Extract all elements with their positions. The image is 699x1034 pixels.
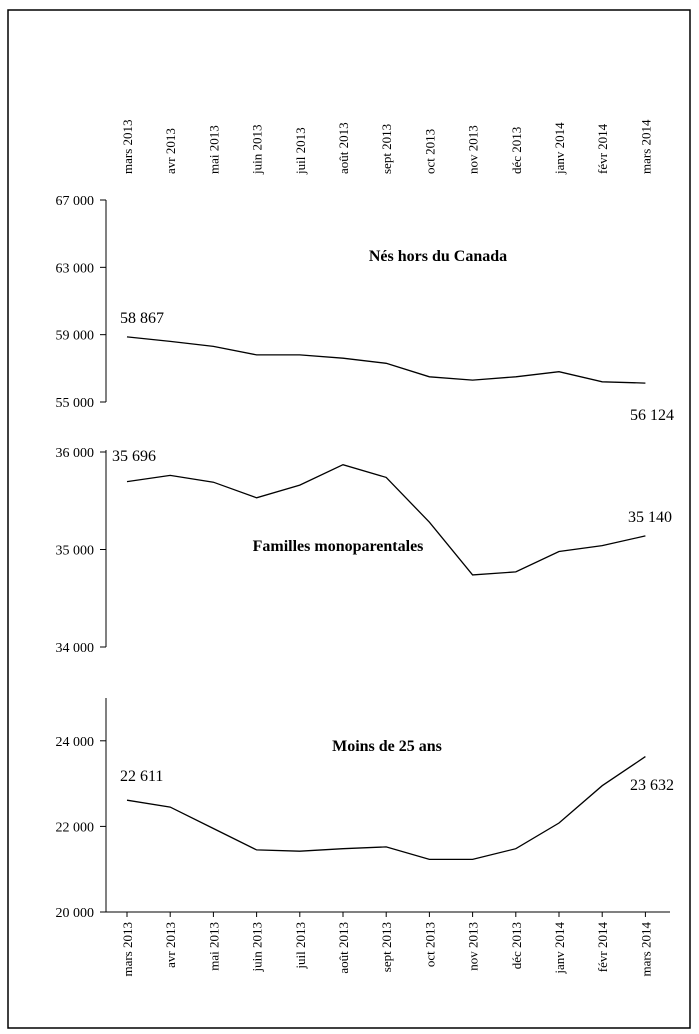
month-label: nov 2013 (466, 922, 481, 971)
month-label: déc 2013 (509, 922, 524, 969)
y-tick-label: 24 000 (56, 735, 95, 750)
month-label: avr 2013 (163, 922, 178, 968)
y-tick-label: 55 000 (56, 396, 95, 411)
start-value-label: 35 696 (112, 448, 156, 465)
panel-title: Nés hors du Canada (369, 248, 507, 265)
month-label: août 2013 (336, 122, 351, 174)
start-value-label: 58 867 (120, 310, 164, 327)
y-ticks: 55 000 59 000 63 000 67 000 (56, 194, 106, 411)
y-tick-label: 67 000 (56, 194, 95, 209)
month-label: sept 2013 (379, 124, 394, 174)
start-value-label: 22 611 (120, 768, 163, 785)
y-tick-label: 63 000 (56, 261, 95, 276)
panel-title: Moins de 25 ans (332, 738, 442, 755)
y-ticks: 34 000 35 000 36 000 (56, 446, 106, 656)
end-value-label: 56 124 (630, 407, 674, 424)
y-tick-label: 34 000 (56, 641, 95, 656)
y-tick-label: 35 000 (56, 544, 95, 559)
month-label: janv 2014 (552, 122, 567, 175)
month-label: oct 2013 (422, 129, 437, 174)
y-ticks: 20 000 22 000 24 000 (56, 735, 106, 921)
panel-moins-de-25-ans: 20 000 22 000 24 000 Moins de 25 ans 22 61… (56, 698, 674, 921)
y-tick-label: 36 000 (56, 446, 95, 461)
month-label: févr 2014 (595, 123, 610, 174)
month-label: sept 2013 (379, 922, 394, 972)
month-label: mai 2013 (206, 125, 221, 174)
end-value-label: 35 140 (628, 509, 672, 526)
month-label: déc 2013 (509, 127, 524, 174)
month-label: juin 2013 (250, 922, 265, 972)
month-label: mars 2013 (120, 922, 135, 977)
month-label: févr 2014 (595, 922, 610, 973)
x-ticks (126, 912, 646, 917)
y-tick-label: 59 000 (56, 329, 95, 344)
outer-border (7, 9, 691, 1029)
panel-nes-hors-du-canada: 55 000 59 000 63 000 67 000 Nés hors du Can… (56, 194, 675, 424)
top-month-labels: mars 2013 avr 2013 mai 2013 juin 2013 juil 2… (120, 119, 653, 175)
bottom-month-labels: mars 2013 avr 2013 mai 2013 juin 2013 juil 2… (120, 922, 653, 977)
month-label: mars 2014 (638, 922, 653, 977)
y-tick-label: 22 000 (56, 820, 95, 835)
month-label: juil 2013 (293, 922, 308, 970)
month-label: mars 2013 (120, 119, 135, 174)
series-line (126, 336, 646, 384)
month-label: août 2013 (336, 922, 351, 974)
series-line (126, 756, 646, 861)
month-label: mai 2013 (206, 922, 221, 971)
month-label: janv 2014 (552, 922, 567, 975)
month-label: oct 2013 (422, 922, 437, 967)
y-tick-label: 20 000 (56, 906, 95, 921)
month-label: nov 2013 (466, 125, 481, 174)
end-value-label: 23 632 (630, 777, 674, 794)
panel-familles-monoparentales: 34 000 35 000 36 000 Familles monoparental… (56, 446, 673, 656)
month-label: mars 2014 (638, 119, 653, 174)
month-label: juil 2013 (293, 127, 308, 175)
month-label: avr 2013 (163, 128, 178, 174)
month-label: juin 2013 (250, 125, 265, 175)
series-line (126, 464, 646, 576)
panel-title: Familles monoparentales (253, 538, 424, 555)
